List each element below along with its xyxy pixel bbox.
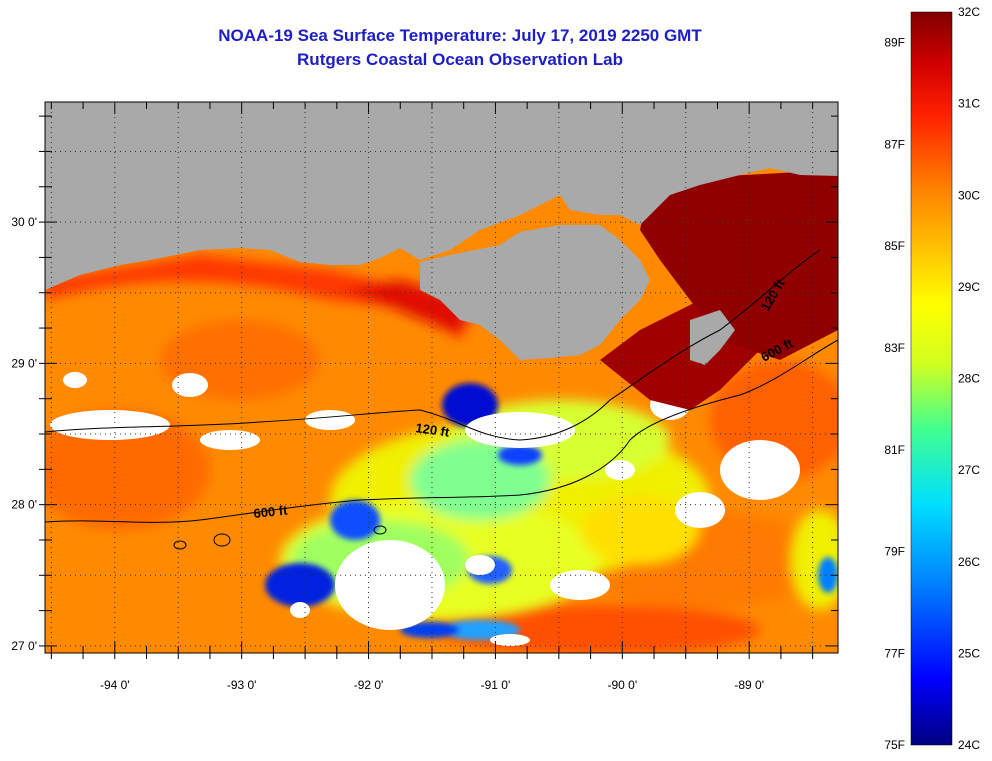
colorbar: 32C 31C 30C 29C 28C 27C 26C 25C 24C 89F 87F 85F 83F… [884,5,980,752]
colorbar-celsius-label: 31C [958,97,980,111]
land-mass [45,102,838,290]
colorbar-fahrenheit-label: 89F [884,36,905,50]
colorbar-fahrenheit-label: 75F [884,738,905,752]
y-tick-label: 29 0' [11,356,37,370]
colorbar-fahrenheit-label: 83F [884,341,905,355]
bathymetry-contours [45,249,838,550]
contour-label-120ft-west: 120 ft [415,420,451,440]
colorbar-celsius-label: 24C [958,738,980,752]
x-tick-label: -93 0' [227,678,257,692]
sst-plot-area [45,102,838,653]
colorbar-celsius-label: 25C [958,646,980,660]
colorbar-fahrenheit-label: 77F [884,646,905,660]
colorbar-fahrenheit-label: 85F [884,239,905,253]
contour-label-600ft-west: 600 ft [253,502,289,521]
colorbar-celsius-label: 26C [958,555,980,569]
x-tick-label: -91 0' [481,678,511,692]
colorbar-fahrenheit-label: 81F [884,443,905,457]
colorbar-fahrenheit-labels: 89F 87F 85F 83F 81F 79F 77F 75F [884,36,905,752]
colorbar-celsius-label: 30C [958,188,980,202]
y-tick-label: 27 0' [11,639,37,653]
title-line-1: NOAA-19 Sea Surface Temperature: July 17… [218,26,702,45]
cloud-cover [50,372,800,646]
x-tick-label: -94 0' [100,678,130,692]
colorbar-celsius-label: 28C [958,372,980,386]
colorbar-celsius-labels: 32C 31C 30C 29C 28C 27C 26C 25C 24C [958,5,980,752]
title-line-2: Rutgers Coastal Ocean Observation Lab [297,50,623,69]
colorbar-celsius-label: 27C [958,463,980,477]
y-tick-label: 28 0' [11,498,37,512]
colorbar-celsius-label: 32C [958,5,980,19]
colorbar-fahrenheit-label: 79F [884,545,905,559]
contour-600ft [45,339,838,523]
y-tick-label: 30 0' [11,215,37,229]
plot-frame [44,101,839,654]
contour-120ft [45,249,821,441]
x-tick-label: -89 0' [734,678,764,692]
colorbar-ramp [910,11,953,746]
map-axes: -94 0' -93 0' -92 0' -91 0' -90 0' -89 0' 30 0… [11,102,838,692]
x-tick-label: -90 0' [607,678,637,692]
colorbar-celsius-label: 29C [958,280,980,294]
colorbar-fahrenheit-label: 87F [884,137,905,151]
land-delta-lobe [690,310,735,365]
x-tick-label: -92 0' [354,678,384,692]
